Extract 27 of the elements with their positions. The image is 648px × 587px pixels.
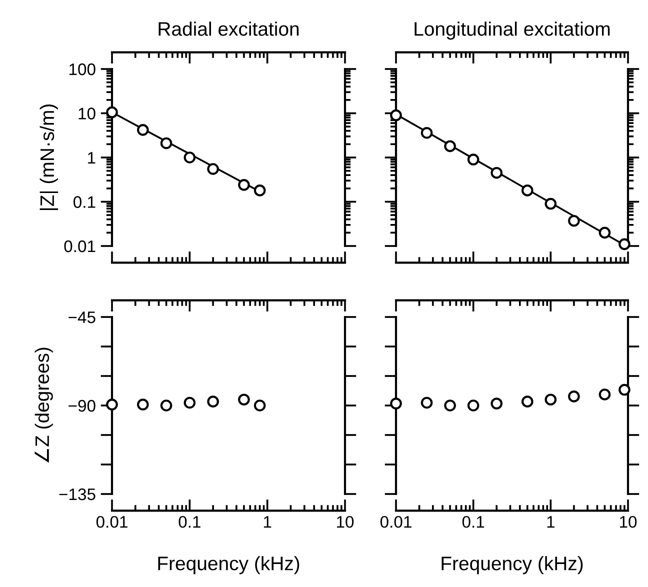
y-tick-label: −45 (68, 312, 96, 324)
chart-title: Radial excitation (158, 22, 299, 36)
point (184, 152, 196, 164)
x-tick-label: 10 (337, 516, 354, 528)
x-tick-label: 10 (620, 516, 637, 528)
x-tick-label: 0.01 (380, 516, 412, 528)
point (160, 137, 172, 150)
y-tick-label: 0.01 (64, 240, 96, 252)
x-axis-title: Frequency (kHz) (442, 556, 583, 574)
y-tick-label: 1 (88, 152, 96, 164)
y-axis-title: ∠Z (degrees) (34, 348, 53, 463)
y-tick-label: 100 (69, 63, 96, 76)
y-tick-label: 10 (78, 108, 96, 120)
x-tick-label: 0.01 (96, 516, 128, 528)
point (137, 124, 149, 136)
x-tick-label: 1 (264, 516, 272, 528)
y-tick-label: −90 (68, 400, 96, 412)
x-axis-title: Frequency (kHz) (158, 556, 300, 574)
x-tick-label: 0.1 (178, 516, 200, 528)
y-tick-label: −135 (59, 488, 96, 500)
x-tick-label: 1 (547, 516, 554, 528)
y-tick-label: 0.1 (74, 196, 96, 208)
y-axis-title: |Z| (mN·s/m) (40, 104, 58, 210)
chart-title: Longitudinal excitatiom (414, 22, 610, 40)
x-tick-label: 0.1 (462, 516, 484, 528)
point (254, 184, 266, 196)
point (207, 163, 219, 175)
